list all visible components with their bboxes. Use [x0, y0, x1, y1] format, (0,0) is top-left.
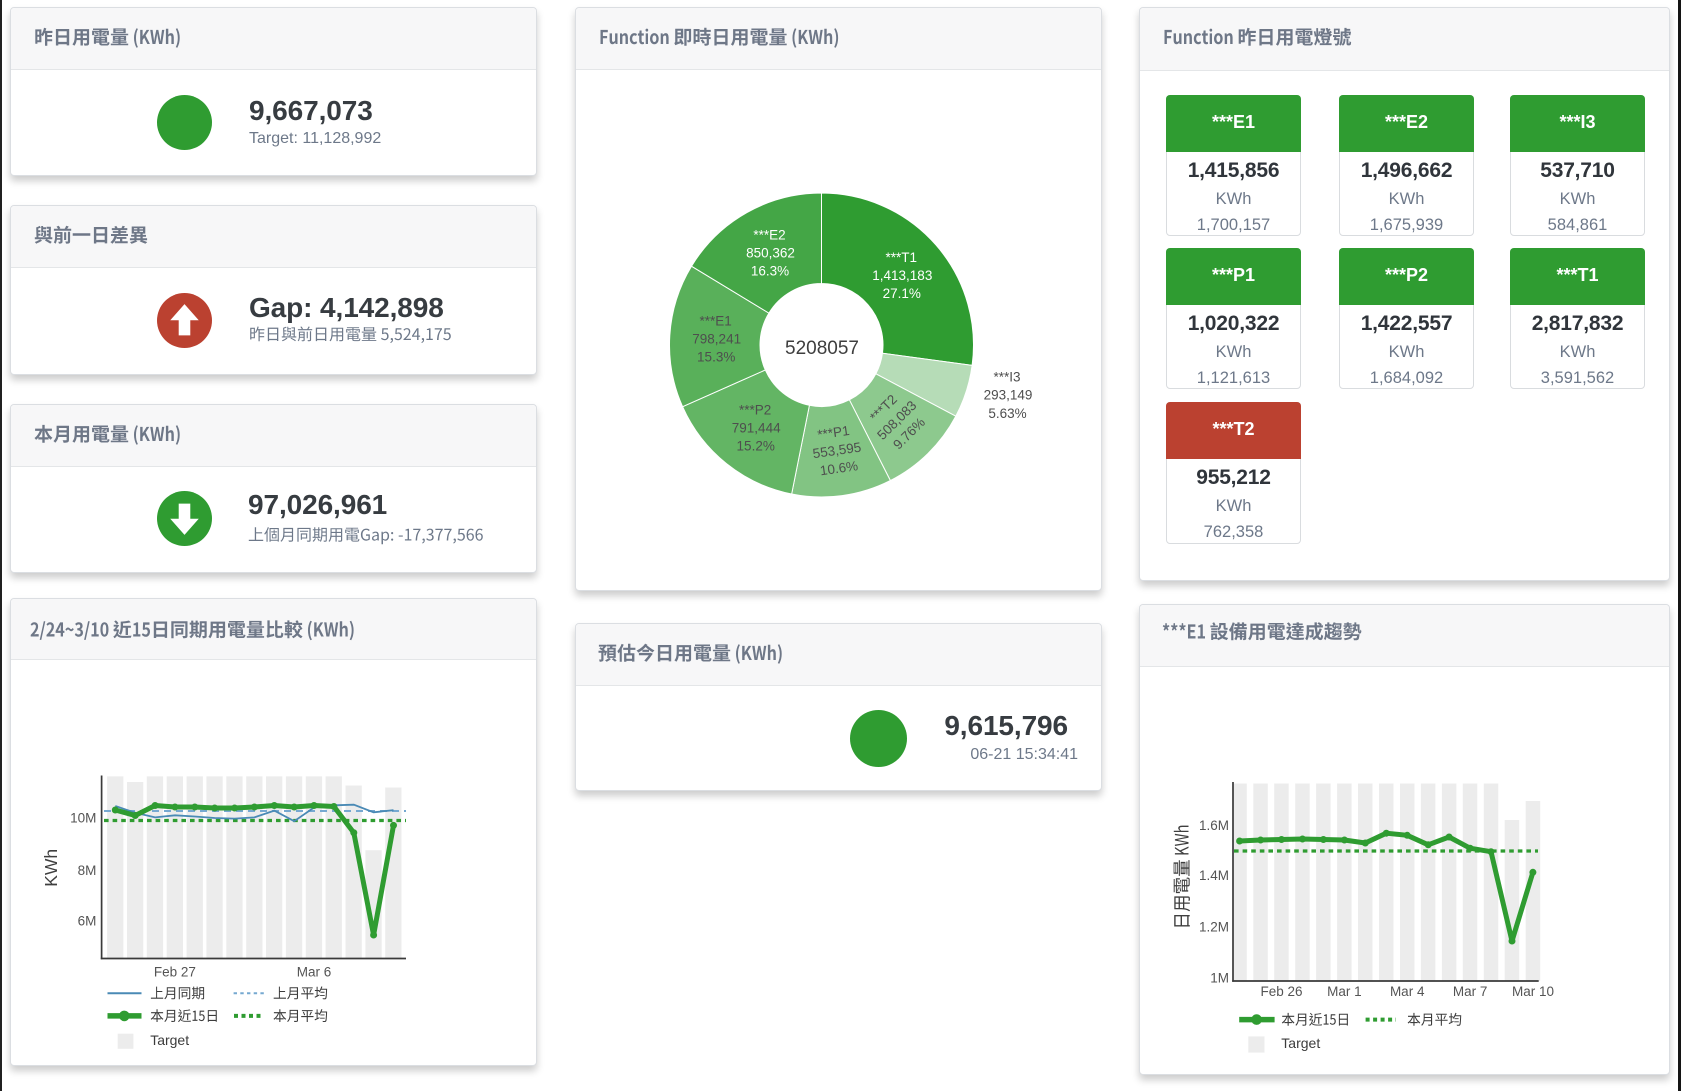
svg-text:Target: Target [150, 1032, 189, 1048]
svg-text:293,149: 293,149 [984, 388, 1033, 403]
svg-text:Mar 10: Mar 10 [1512, 984, 1554, 999]
svg-text:Mar 4: Mar 4 [1390, 984, 1425, 999]
svg-text:Feb 26: Feb 26 [1260, 984, 1302, 999]
svg-text:553,595: 553,595 [812, 440, 862, 462]
svg-text:798,241: 798,241 [692, 331, 741, 346]
svg-text:***I3: ***I3 [993, 369, 1020, 384]
svg-text:10M: 10M [70, 811, 96, 826]
svg-text:1M: 1M [1210, 971, 1229, 986]
svg-text:1.6M: 1.6M [1199, 818, 1229, 833]
svg-text:Mar 6: Mar 6 [297, 965, 332, 980]
svg-text:***P1: ***P1 [816, 423, 850, 442]
svg-text:Feb 27: Feb 27 [154, 965, 196, 980]
svg-text:***T1: ***T1 [886, 250, 918, 265]
svg-text:***E2: ***E2 [753, 228, 785, 243]
svg-text:KWh: KWh [41, 849, 61, 887]
svg-text:Mar 7: Mar 7 [1453, 984, 1488, 999]
svg-text:6M: 6M [78, 913, 97, 928]
svg-text:***E1: ***E1 [700, 313, 732, 328]
svg-text:15.2%: 15.2% [737, 439, 775, 454]
svg-text:5.63%: 5.63% [988, 406, 1026, 421]
svg-text:10.6%: 10.6% [819, 458, 859, 478]
svg-text:791,444: 791,444 [732, 421, 781, 436]
svg-text:Target: Target [1281, 1035, 1320, 1051]
svg-text:850,362: 850,362 [746, 246, 795, 261]
svg-text:1,413,183: 1,413,183 [872, 268, 932, 283]
svg-text:5208057: 5208057 [785, 338, 859, 359]
svg-text:***P2: ***P2 [739, 403, 771, 418]
svg-text:8M: 8M [78, 863, 97, 878]
svg-text:1.2M: 1.2M [1199, 919, 1229, 934]
svg-text:27.1%: 27.1% [883, 286, 921, 301]
svg-text:Mar 1: Mar 1 [1327, 984, 1362, 999]
svg-text:15.3%: 15.3% [697, 349, 735, 364]
svg-text:1.4M: 1.4M [1199, 868, 1229, 883]
svg-text:16.3%: 16.3% [751, 264, 789, 279]
